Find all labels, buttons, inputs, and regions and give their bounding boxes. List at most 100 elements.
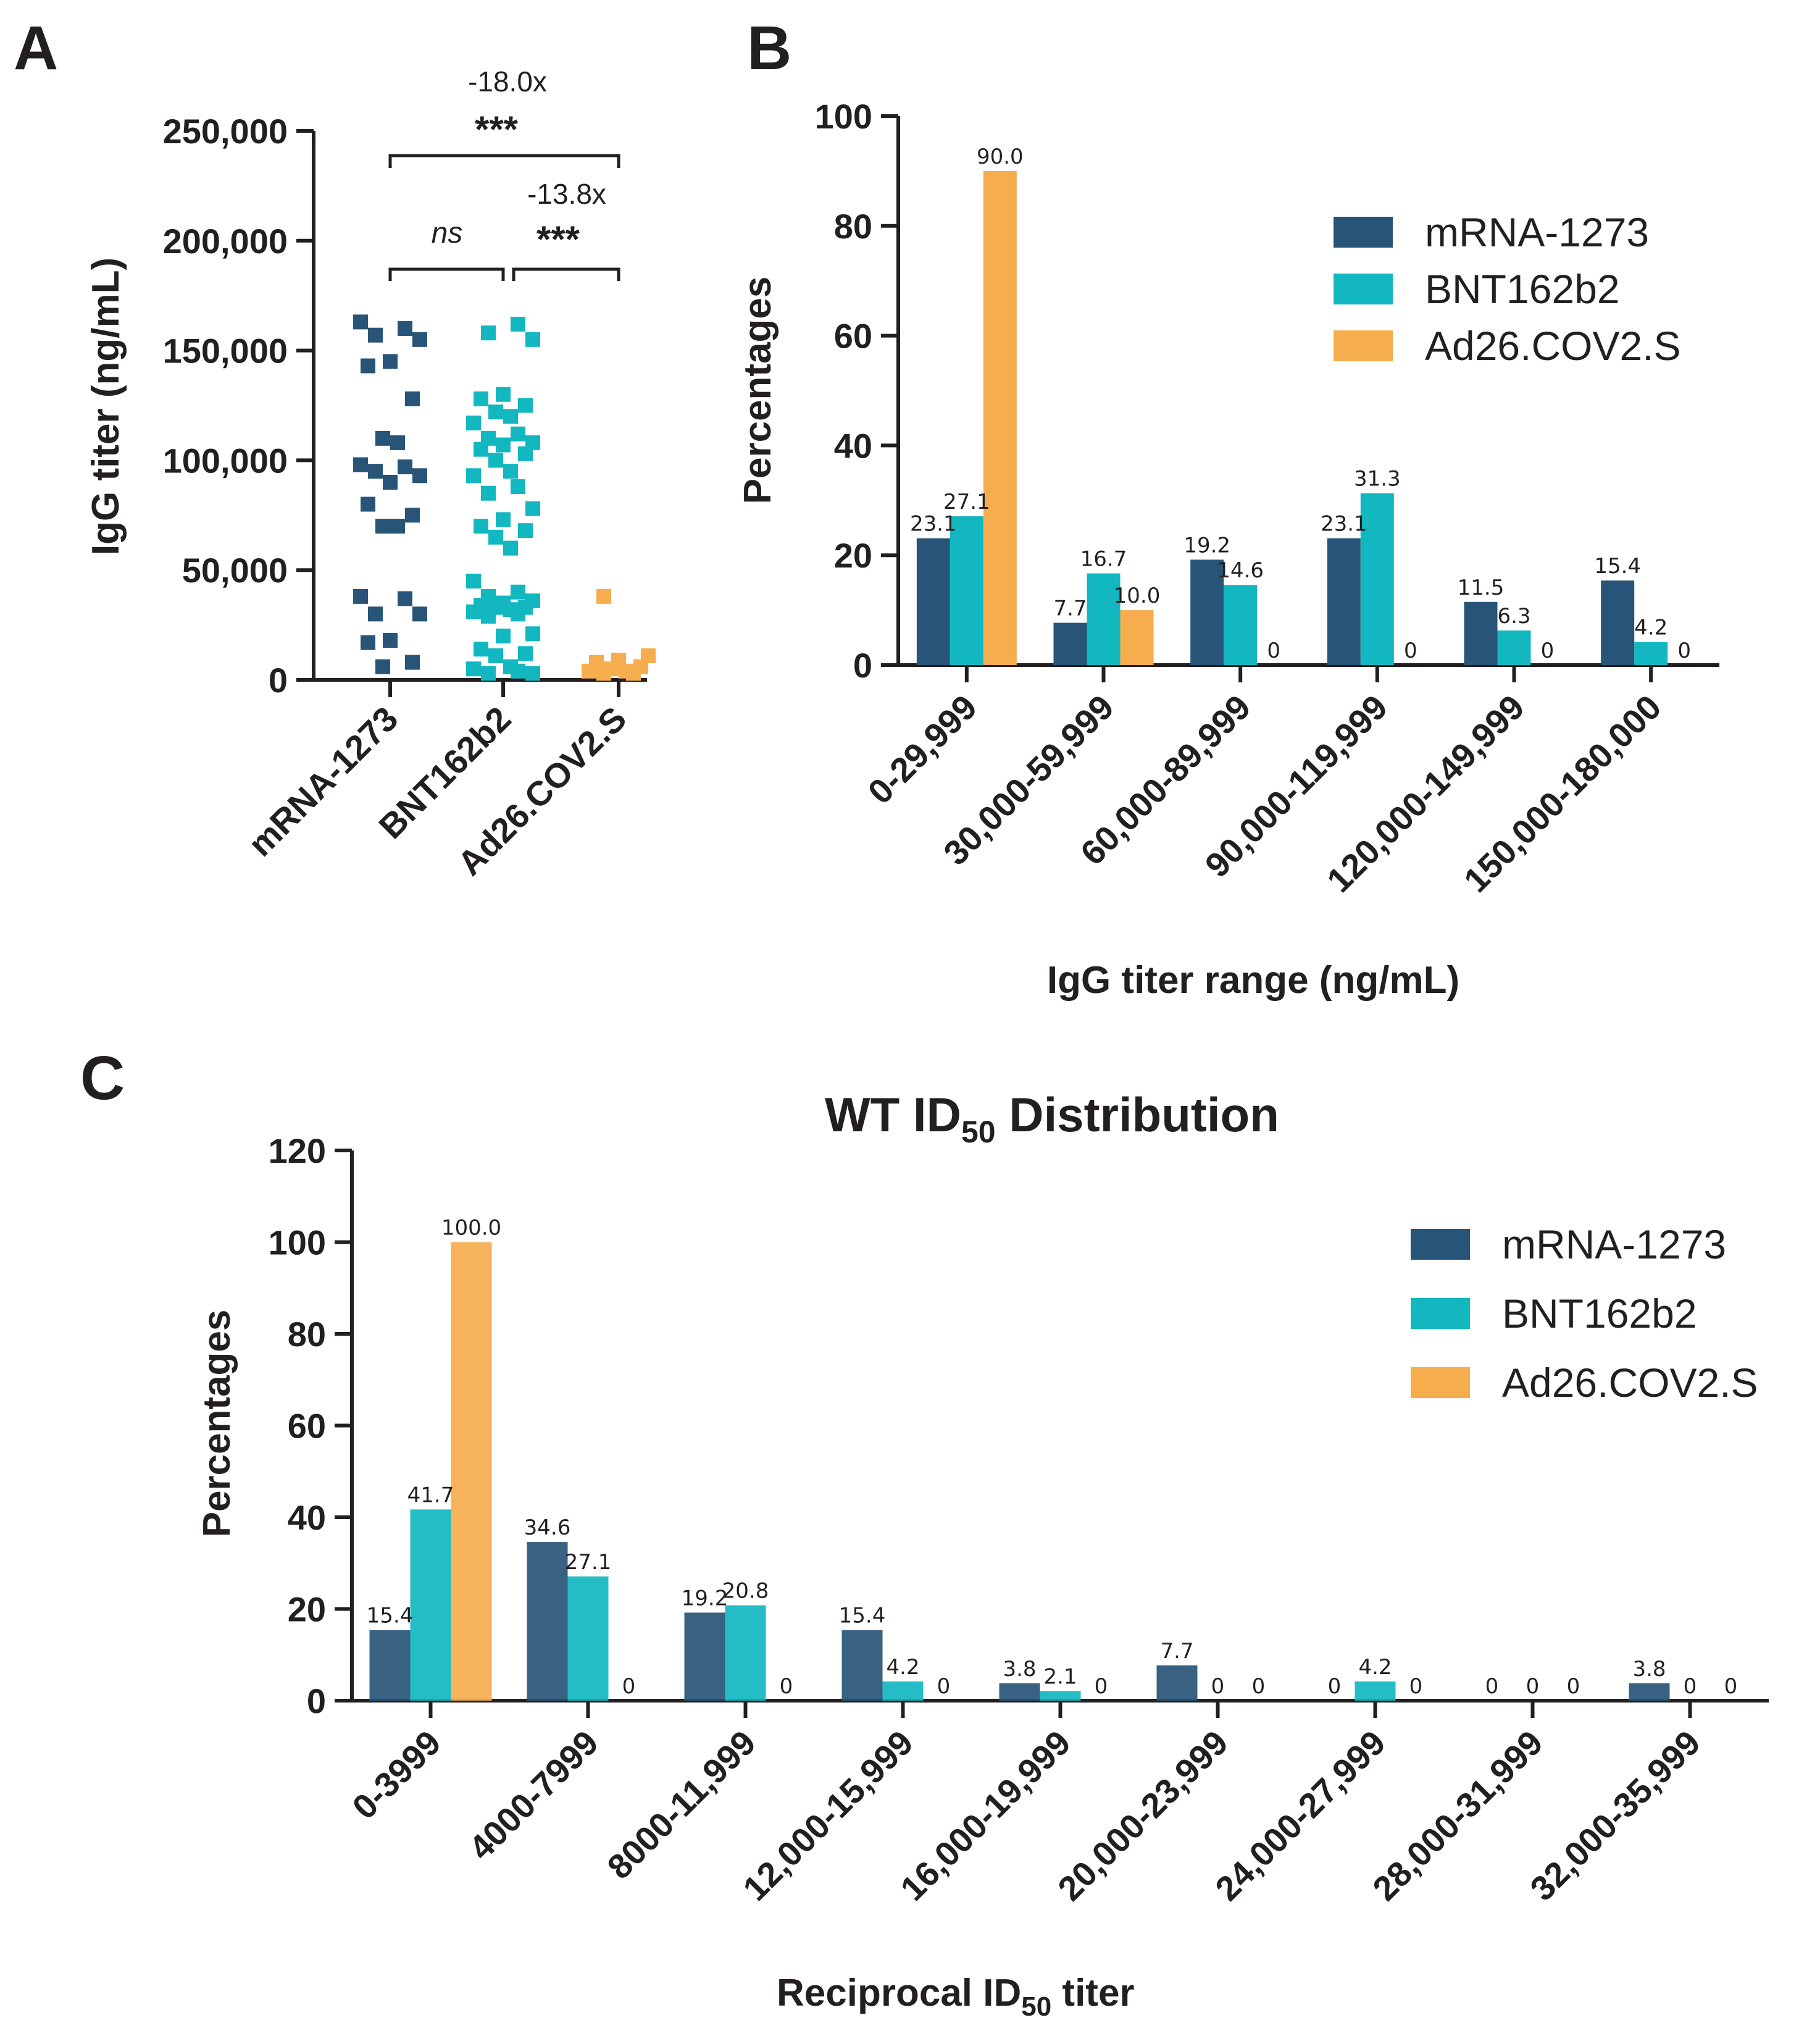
bar-mrna-1273-16-000-19-999 (999, 1683, 1040, 1701)
bar-bnt162b2-8000-11-999 (725, 1605, 766, 1701)
bar-label-mrna-1273-60-000-89-999: 19.2 (1183, 533, 1230, 558)
panel-c-title-suffix: Distribution (996, 1087, 1279, 1142)
panel-c-title-subscript: 50 (961, 1115, 996, 1149)
bar-mrna-1273-30-000-59-999 (1053, 622, 1087, 665)
bar-bnt162b2-16-000-19-999 (1040, 1691, 1081, 1701)
panel-c-x-tick-4000-7999: 4000-7999 (461, 1723, 606, 1867)
bar-label-mrna-1273-16-000-19-999: 3.8 (1003, 1657, 1036, 1682)
point-bnt162b2 (474, 519, 488, 534)
point-bnt162b2 (518, 398, 533, 413)
point-bnt162b2 (481, 608, 496, 624)
bar-mrna-1273-8000-11-999 (684, 1612, 725, 1701)
bar-label-bnt162b2-24-000-27-999: 4.2 (1358, 1655, 1392, 1680)
point-mrna-1273 (412, 332, 427, 347)
panel-a-data-points (353, 314, 656, 681)
point-mrna-1273 (368, 606, 383, 622)
point-bnt162b2 (496, 387, 511, 402)
point-mrna-1273 (398, 459, 412, 475)
legend-swatch-mrna-1273 (1334, 217, 1393, 248)
bar-label-bnt162b2-0-3999: 41.7 (407, 1483, 454, 1507)
point-mrna-1273 (353, 314, 368, 330)
bar-label-mrna-1273-28-000-31-999: 0 (1485, 1674, 1499, 1699)
bar-label-bnt162b2-150-000-180-000: 4.2 (1634, 616, 1668, 640)
panel-a-letter: A (14, 14, 58, 83)
point-bnt162b2 (496, 437, 511, 453)
bar-label-ad26-cov2-s-12-000-15-999: 0 (937, 1674, 951, 1699)
point-mrna-1273 (353, 457, 368, 472)
bar-label-mrna-1273-20-000-23-999: 7.7 (1160, 1639, 1193, 1664)
point-mrna-1273 (375, 430, 390, 446)
point-mrna-1273 (390, 435, 405, 450)
point-mrna-1273 (353, 588, 368, 604)
panel-b-x-tick-0-29-999: 0-29,999 (860, 687, 984, 811)
panel-c-y-axis-title: Percentages (196, 1310, 238, 1538)
comparison-ns-label: ns (432, 217, 463, 249)
point-bnt162b2 (474, 391, 488, 406)
point-bnt162b2 (525, 626, 540, 642)
bar-bnt162b2-60-000-89-999 (1224, 585, 1258, 665)
panel-c-bar-labels: 15.441.7100.034.627.1019.220.8015.44.203… (367, 1216, 1738, 1699)
panel-c-title-prefix: WT ID (825, 1087, 961, 1142)
bar-label-bnt162b2-12-000-15-999: 4.2 (886, 1655, 919, 1680)
bar-label-bnt162b2-60-000-89-999: 14.6 (1217, 558, 1264, 583)
panel-b-y-axis-title: Percentages (737, 277, 779, 505)
point-mrna-1273 (383, 354, 398, 369)
panel-a-y-tick-label: 250,000 (163, 112, 288, 151)
point-mrna-1273 (398, 591, 412, 606)
point-bnt162b2 (511, 663, 525, 679)
point-bnt162b2 (481, 485, 496, 501)
bar-label-mrna-1273-30-000-59-999: 7.7 (1053, 597, 1087, 621)
bar-label-bnt162b2-120-000-149-999: 6.3 (1497, 604, 1530, 629)
point-mrna-1273 (405, 655, 420, 670)
bar-label-ad26-cov2-s-32-000-35-999: 0 (1724, 1674, 1738, 1699)
panel-b-y-tick-label: 0 (853, 646, 872, 685)
point-bnt162b2 (474, 642, 488, 657)
panel-b-bar-labels: 23.127.190.07.716.710.019.214.6023.131.3… (910, 144, 1691, 663)
bar-bnt162b2-12-000-15-999 (882, 1681, 924, 1701)
bar-bnt162b2-4000-7999 (567, 1576, 609, 1701)
panel-c-y-tick-label: 100 (269, 1223, 326, 1262)
bar-mrna-1273-120-000-149-999 (1464, 601, 1498, 665)
panel-c-y-ticks: 0 20 40 60 80 100 120 (269, 1131, 352, 1720)
bar-label-mrna-1273-8000-11-999: 19.2 (682, 1586, 728, 1610)
point-bnt162b2 (503, 409, 518, 424)
bar-label-mrna-1273-4000-7999: 34.6 (524, 1515, 571, 1540)
point-mrna-1273 (368, 464, 383, 479)
point-mrna-1273 (361, 635, 375, 650)
point-bnt162b2 (488, 529, 503, 545)
panel-c-x-axis-title: Reciprocal ID50 titer (777, 1972, 1135, 2022)
bar-mrna-1273-12-000-15-999 (841, 1630, 883, 1701)
point-mrna-1273 (398, 321, 412, 337)
bracket-mrna-vs-ad26 (388, 154, 620, 168)
panel-b-letter: B (747, 14, 791, 83)
point-bnt162b2 (511, 606, 525, 622)
panel-b-x-ticks: 0-29,99930,000-59,99960,000-89,99990,000… (860, 665, 1669, 900)
point-ad26-cov2-s (596, 588, 611, 604)
point-ad26-cov2-s (582, 663, 596, 679)
bar-mrna-1273-0-29-999 (916, 538, 950, 665)
point-bnt162b2 (525, 666, 540, 681)
panel-c-y-tick-label: 40 (288, 1498, 326, 1537)
legend-swatch-bnt162b2 (1334, 274, 1393, 304)
bar-mrna-1273-4000-7999 (527, 1542, 568, 1701)
point-mrna-1273 (405, 508, 420, 523)
legend-label-ad26-cov2-s: Ad26.COV2.S (1425, 323, 1681, 369)
point-bnt162b2 (488, 453, 503, 468)
panel-a-y-ticks: 0 50,000 100,000 150,000 200,000 250,000 (163, 112, 314, 700)
bar-label-mrna-1273-90-000-119-999: 23.1 (1321, 512, 1367, 537)
bar-label-mrna-1273-0-3999: 15.4 (367, 1604, 414, 1628)
point-bnt162b2 (474, 442, 488, 457)
panel-a-x-tick-mrna-1273: mRNA-1273 (241, 699, 406, 864)
bar-label-ad26-cov2-s-0-29-999: 90.0 (977, 144, 1024, 169)
point-bnt162b2 (511, 316, 525, 332)
bar-label-ad26-cov2-s-150-000-180-000: 0 (1677, 639, 1691, 663)
point-bnt162b2 (518, 446, 533, 461)
bar-bnt162b2-0-29-999 (950, 516, 983, 665)
bar-ad26-cov2-s-30-000-59-999 (1120, 610, 1154, 665)
bar-label-ad26-cov2-s-4000-7999: 0 (622, 1674, 636, 1699)
panel-b-y-tick-label: 20 (834, 536, 872, 575)
bar-label-bnt162b2-32-000-35-999: 0 (1684, 1674, 1697, 1699)
panel-b-y-ticks: 0 20 40 60 80 100 (815, 97, 898, 685)
point-mrna-1273 (375, 519, 390, 534)
